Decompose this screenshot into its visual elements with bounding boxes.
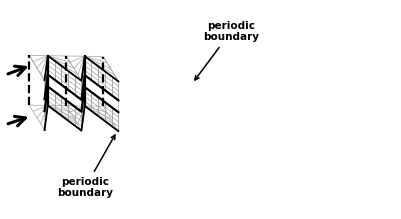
Text: periodic
boundary: periodic boundary: [57, 135, 115, 198]
Text: periodic
boundary: periodic boundary: [194, 21, 258, 80]
